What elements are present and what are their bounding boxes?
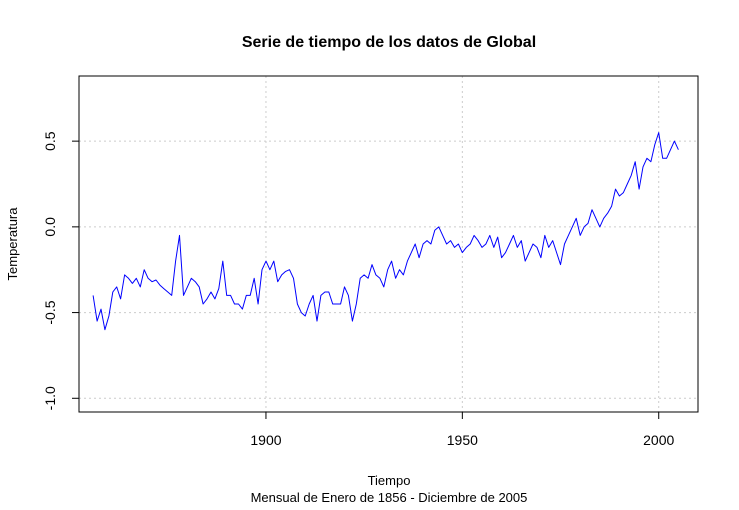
grid-lines <box>79 76 698 412</box>
x-axis-label: Tiempo <box>368 473 411 488</box>
y-tick-label--0.5: -0.5 <box>42 300 58 324</box>
x-axis: 1900 1950 2000 <box>250 412 675 448</box>
series-line-1 <box>92 132 679 331</box>
series-layer <box>92 132 679 331</box>
chart-title: Serie de tiempo de los datos de Global <box>242 34 536 51</box>
x-tick-label-2000: 2000 <box>643 432 674 448</box>
plot-frame <box>78 75 699 413</box>
y-axis-label: Temperatura <box>5 207 20 281</box>
y-tick-label-0.5: 0.5 <box>42 131 58 151</box>
x-tick-label-1950: 1950 <box>447 432 478 448</box>
chart-subtitle: Mensual de Enero de 1856 - Diciembre de … <box>251 490 528 505</box>
y-tick-label-0.0: 0.0 <box>42 217 58 237</box>
y-tick-label--1.0: -1.0 <box>42 386 58 410</box>
x-tick-label-1900: 1900 <box>250 432 281 448</box>
y-axis: -1.0 -0.5 0.0 0.5 <box>42 131 79 410</box>
